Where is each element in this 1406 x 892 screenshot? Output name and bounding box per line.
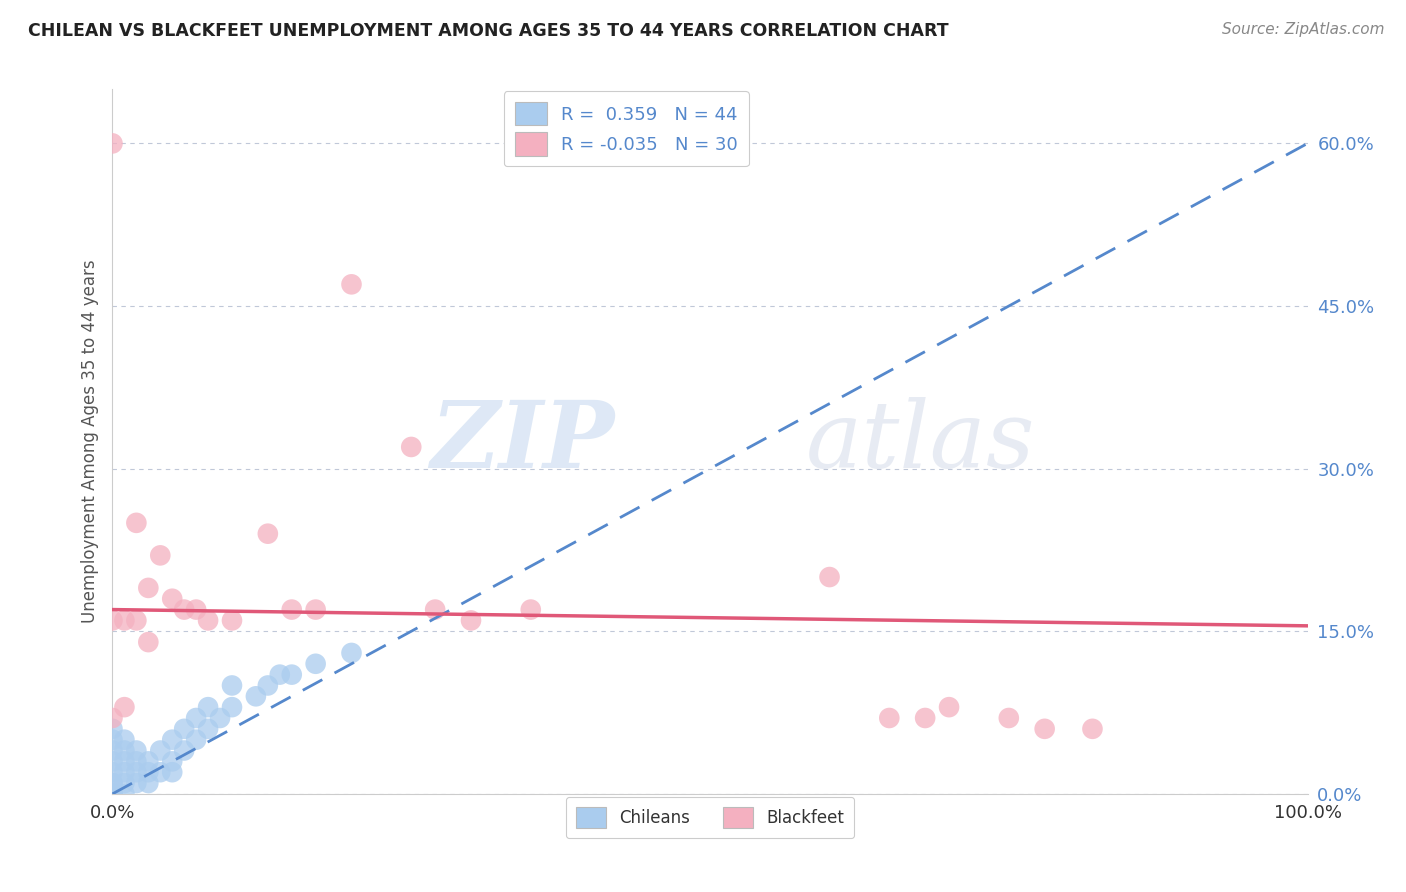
Point — [114, 732, 135, 747]
Point — [125, 743, 148, 757]
Point — [186, 602, 208, 616]
Point — [520, 602, 543, 616]
Point — [209, 711, 232, 725]
Point — [101, 711, 124, 725]
Point — [257, 678, 280, 692]
Point — [197, 700, 219, 714]
Point — [114, 700, 135, 714]
Point — [114, 765, 135, 780]
Point — [101, 722, 124, 736]
Point — [186, 732, 208, 747]
Point — [173, 743, 195, 757]
Point — [269, 667, 291, 681]
Text: atlas: atlas — [806, 397, 1035, 486]
Point — [281, 602, 304, 616]
Point — [138, 776, 160, 790]
Point — [101, 743, 124, 757]
Point — [425, 602, 447, 616]
Point — [125, 516, 148, 530]
Point — [221, 678, 243, 692]
Text: ZIP: ZIP — [430, 397, 614, 486]
Point — [101, 765, 124, 780]
Point — [101, 787, 124, 801]
Point — [460, 614, 482, 628]
Point — [149, 743, 172, 757]
Point — [162, 591, 183, 606]
Point — [138, 765, 160, 780]
Point — [818, 570, 841, 584]
Point — [101, 787, 124, 801]
Point — [114, 776, 135, 790]
Point — [162, 755, 183, 769]
Point — [162, 732, 183, 747]
Point — [221, 614, 243, 628]
Point — [101, 732, 124, 747]
Point — [186, 711, 208, 725]
Point — [245, 690, 267, 704]
Point — [340, 277, 363, 292]
Point — [149, 549, 172, 563]
Point — [149, 765, 172, 780]
Point — [125, 765, 148, 780]
Point — [125, 776, 148, 790]
Point — [173, 722, 195, 736]
Point — [281, 667, 304, 681]
Point — [998, 711, 1021, 725]
Point — [340, 646, 363, 660]
Y-axis label: Unemployment Among Ages 35 to 44 years: Unemployment Among Ages 35 to 44 years — [80, 260, 98, 624]
Point — [101, 787, 124, 801]
Point — [101, 776, 124, 790]
Point — [138, 635, 160, 649]
Point — [305, 602, 328, 616]
Text: Source: ZipAtlas.com: Source: ZipAtlas.com — [1222, 22, 1385, 37]
Point — [879, 711, 901, 725]
Point — [114, 614, 135, 628]
Point — [101, 136, 124, 151]
Point — [221, 700, 243, 714]
Point — [138, 581, 160, 595]
Point — [101, 755, 124, 769]
Point — [938, 700, 960, 714]
Point — [101, 787, 124, 801]
Point — [197, 614, 219, 628]
Point — [1081, 722, 1104, 736]
Point — [257, 526, 280, 541]
Point — [1033, 722, 1056, 736]
Point — [114, 787, 135, 801]
Point — [197, 722, 219, 736]
Point — [401, 440, 423, 454]
Point — [101, 614, 124, 628]
Point — [101, 776, 124, 790]
Point — [305, 657, 328, 671]
Point — [125, 755, 148, 769]
Point — [125, 614, 148, 628]
Point — [162, 765, 183, 780]
Point — [114, 755, 135, 769]
Point — [114, 743, 135, 757]
Point — [914, 711, 936, 725]
Text: CHILEAN VS BLACKFEET UNEMPLOYMENT AMONG AGES 35 TO 44 YEARS CORRELATION CHART: CHILEAN VS BLACKFEET UNEMPLOYMENT AMONG … — [28, 22, 949, 40]
Legend: Chileans, Blackfeet: Chileans, Blackfeet — [565, 797, 855, 838]
Point — [173, 602, 195, 616]
Point — [138, 755, 160, 769]
